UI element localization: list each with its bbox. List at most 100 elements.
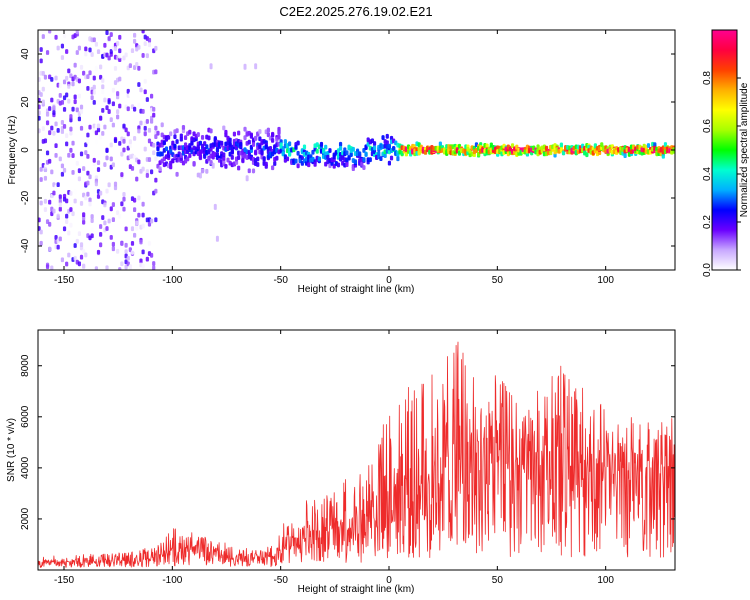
spectrogram-cell [94, 65, 98, 71]
spectrogram-cell [92, 157, 96, 163]
spectrogram-cell [277, 134, 281, 140]
spectrogram-cell [82, 263, 86, 269]
spectrogram-cell [353, 159, 358, 165]
spectrogram-cell [73, 94, 77, 100]
spectrogram-cell [86, 153, 90, 159]
spectrogram-cell [332, 154, 336, 160]
spectrogram-cell [162, 140, 166, 146]
spectrogram-cell [60, 55, 65, 60]
spectrogram-cell [149, 218, 154, 224]
spectrogram-cell [43, 167, 48, 173]
spectrogram-cell [143, 78, 147, 84]
spectrogram-cell [133, 232, 137, 238]
spectrogram-cell [152, 261, 156, 266]
spectrogram-cell [222, 155, 226, 161]
spectrogram-cell [107, 182, 111, 188]
spectrogram-cell [43, 198, 48, 204]
spectrogram-cell [99, 190, 103, 196]
spectrogram-cell [71, 211, 75, 217]
spectrogram-cell [262, 156, 266, 162]
spectrogram-cell [120, 261, 124, 267]
spectrogram-cell [86, 85, 90, 91]
spectrogram-cell [137, 44, 141, 50]
spectrogram-cell [52, 110, 56, 116]
spectrogram-cell [154, 125, 158, 131]
spectrogram-cell [39, 229, 43, 235]
spectrogram-cell [313, 161, 317, 167]
snr-ytick-label: 8000 [20, 354, 31, 377]
spectrogram-cell [79, 125, 84, 131]
spectrogram-cell [152, 112, 156, 118]
spectrogram-cell [351, 166, 355, 172]
spectrogram-cell [141, 109, 145, 114]
spectrogram-cell [90, 233, 94, 239]
spectrogram-cell [154, 134, 158, 139]
spectrogram-cell [147, 37, 152, 43]
spectrogram-cell [152, 142, 156, 148]
spectrogram-cell [377, 151, 381, 157]
spectrogram-cell [109, 206, 113, 212]
spectrogram-cell [137, 212, 141, 218]
spectrogram-cell [271, 137, 275, 143]
spectrogram-cell [118, 76, 122, 82]
spectrogram-cell [260, 150, 264, 156]
spectrogram-cell [160, 151, 164, 157]
spectrogram-cell [86, 139, 90, 144]
spectrogram-cell [60, 120, 65, 125]
spectrogram-cell [43, 138, 48, 144]
spectrogram-cell [145, 53, 149, 59]
spectrogram-cell [50, 125, 54, 131]
spectrogram-cell [39, 177, 43, 182]
spectrogram-cell [101, 78, 105, 83]
spectrogram-cell [82, 70, 86, 76]
spectrogram-ytick-label: -20 [20, 190, 31, 205]
spectrogram-cell [58, 93, 62, 98]
spectrogram-cell [65, 92, 69, 98]
spectrogram-cell [266, 127, 270, 133]
spectrogram-cell [62, 123, 67, 129]
spectrogram-cell [60, 43, 65, 49]
spectrogram-cell [385, 140, 389, 146]
spectrogram-cell [41, 34, 45, 39]
spectrogram-cell [41, 86, 45, 92]
spectrogram-cell [109, 117, 113, 123]
spectrogram-cell [73, 243, 77, 248]
spectrogram-cell [133, 207, 137, 213]
spectrogram-cell [237, 155, 241, 160]
spectrogram-cell [379, 156, 383, 162]
spectrogram-cell [387, 143, 392, 149]
spectrogram-cell [169, 148, 173, 154]
spectrogram-cell [338, 141, 343, 147]
spectrogram-cell [213, 203, 217, 210]
spectrogram-cell [71, 170, 75, 175]
spectrogram-cell [96, 127, 101, 133]
spectrogram-cell [82, 249, 86, 254]
spectrogram-heatmap [38, 30, 675, 270]
spectrogram-cell [39, 92, 43, 97]
spectrogram-cell [101, 84, 105, 90]
spectrogram-cell [152, 265, 156, 270]
spectrogram-cell [200, 134, 205, 140]
spectrogram-cell [207, 135, 211, 141]
spectrogram-cell [181, 124, 186, 130]
spectrogram-cell [143, 125, 147, 131]
spectrogram-cell [126, 106, 130, 112]
spectrogram-cell [38, 115, 41, 121]
spectrogram-cell [54, 234, 58, 240]
spectrogram-cell [48, 106, 52, 111]
spectrogram-cell [653, 142, 657, 148]
spectrogram-cell [154, 156, 158, 162]
spectrogram-cell [130, 240, 135, 246]
spectrogram-cell [198, 172, 202, 179]
spectrogram-cell [360, 161, 364, 167]
spectrogram-cell [60, 171, 65, 177]
spectrogram-cell [105, 265, 109, 270]
spectrogram-cell [67, 230, 71, 236]
spectrogram-cell [69, 73, 73, 79]
spectrogram-cell [96, 249, 101, 255]
spectrogram-cell [113, 46, 118, 51]
spectrogram-cell [58, 206, 62, 212]
spectrogram-cell [173, 143, 177, 149]
spectrogram-xtick-label: 50 [492, 275, 504, 286]
spectrogram-cell [82, 166, 86, 171]
